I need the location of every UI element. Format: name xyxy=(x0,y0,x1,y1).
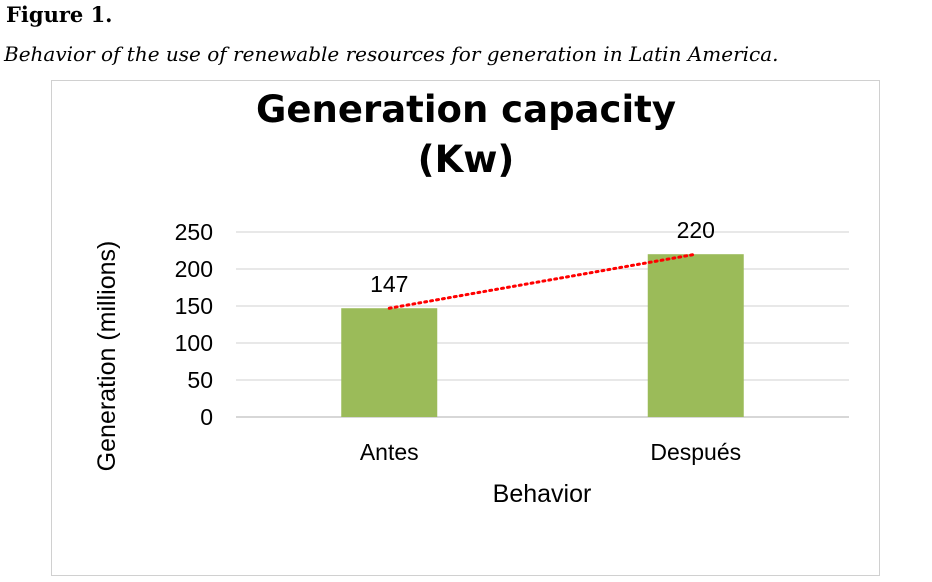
bar-antes xyxy=(341,308,438,417)
bar-después xyxy=(647,254,744,417)
x-tick-label: Después xyxy=(650,439,741,465)
y-tick-label: 150 xyxy=(175,293,213,319)
data-label: 220 xyxy=(677,217,715,243)
y-tick-label: 50 xyxy=(187,367,213,393)
chart-title-line-2: (Kw) xyxy=(418,138,515,181)
data-label: 147 xyxy=(370,271,408,297)
chart-frame xyxy=(51,80,880,576)
x-axis-title: Behavior xyxy=(493,480,592,508)
chart-title-line-1: Generation capacity xyxy=(256,88,676,131)
y-tick-label: 0 xyxy=(200,404,213,430)
y-tick-label: 250 xyxy=(175,219,213,245)
y-tick-label: 200 xyxy=(175,256,213,282)
y-tick-label: 100 xyxy=(175,330,213,356)
figure-caption: Behavior of the use of renewable resourc… xyxy=(4,42,779,66)
figure-label: Figure 1. xyxy=(6,2,113,27)
trendline xyxy=(387,252,698,310)
x-tick-label: Antes xyxy=(360,439,419,465)
y-axis-title: Generation (millions) xyxy=(93,241,121,472)
